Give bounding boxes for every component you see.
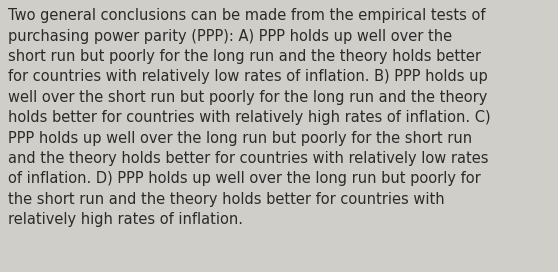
Text: Two general conclusions can be made from the empirical tests of
purchasing power: Two general conclusions can be made from… (8, 8, 491, 227)
